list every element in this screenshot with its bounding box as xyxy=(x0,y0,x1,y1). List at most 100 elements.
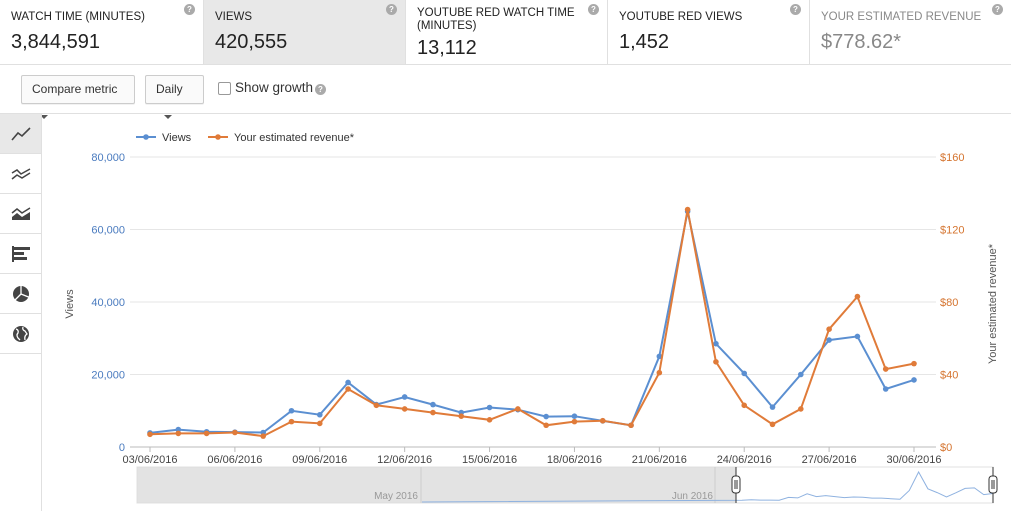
legend-item-views[interactable]: Views xyxy=(136,132,192,144)
x-tick-label: 18/06/2016 xyxy=(547,454,602,466)
navigator-handle-right[interactable] xyxy=(988,467,998,503)
data-point[interactable] xyxy=(401,406,408,412)
x-tick-label: 24/06/2016 xyxy=(717,454,772,466)
navigator-handle-left[interactable] xyxy=(731,467,741,503)
data-point[interactable] xyxy=(316,420,323,427)
data-point[interactable] xyxy=(911,360,917,367)
data-point[interactable] xyxy=(628,422,634,429)
chart-grid xyxy=(130,156,936,448)
metric-card-estimated-revenue[interactable]: YOUR ESTIMATED REVENUE $778.62* ? xyxy=(810,0,1011,64)
data-point[interactable] xyxy=(656,369,663,376)
data-point[interactable] xyxy=(882,366,889,372)
data-point[interactable] xyxy=(826,326,832,332)
data-point[interactable] xyxy=(571,418,578,425)
help-icon[interactable]: ? xyxy=(184,4,195,15)
interval-label: Daily xyxy=(156,82,183,96)
data-point[interactable] xyxy=(882,386,889,392)
stacked-area-button[interactable] xyxy=(0,194,41,234)
data-point[interactable] xyxy=(175,430,182,437)
stacked-area-icon xyxy=(11,206,30,220)
y-tick-right-label: $160 xyxy=(940,152,964,164)
data-point[interactable] xyxy=(515,406,521,412)
data-point[interactable] xyxy=(430,409,436,416)
chart-type-strip xyxy=(0,114,42,511)
data-point[interactable] xyxy=(345,386,351,392)
pie-chart-button[interactable] xyxy=(0,274,41,314)
show-growth-checkbox[interactable] xyxy=(218,82,231,95)
data-point[interactable] xyxy=(854,333,861,340)
data-point[interactable] xyxy=(684,206,691,213)
x-axis: 03/06/2016 06/06/2016 09/06/2016 12/06/2016… xyxy=(122,447,942,466)
x-tick-label: 21/06/2016 xyxy=(632,454,687,466)
range-navigator[interactable]: May 2016 Jun 2016 xyxy=(136,466,998,504)
bar-chart-button[interactable] xyxy=(0,234,41,274)
data-point[interactable] xyxy=(401,394,408,400)
show-growth-label[interactable]: Show growth xyxy=(235,80,314,95)
x-tick-label: 27/06/2016 xyxy=(802,454,857,466)
map-globe-icon xyxy=(12,325,29,342)
x-tick-label: 03/06/2016 xyxy=(122,454,177,466)
data-point[interactable] xyxy=(741,370,748,377)
help-icon[interactable]: ? xyxy=(386,4,397,15)
data-point[interactable] xyxy=(713,359,719,365)
data-point[interactable] xyxy=(741,402,748,409)
data-point[interactable] xyxy=(260,433,266,439)
data-point[interactable] xyxy=(543,422,549,429)
compare-metric-dropdown[interactable]: Compare metric xyxy=(21,75,135,119)
data-point[interactable] xyxy=(571,413,578,419)
data-point[interactable] xyxy=(316,411,323,418)
line-chart-button[interactable] xyxy=(0,114,41,154)
data-point[interactable] xyxy=(147,431,153,438)
caret-down-icon xyxy=(40,114,48,119)
multiline-chart-button[interactable] xyxy=(0,154,41,194)
help-icon[interactable]: ? xyxy=(992,4,1003,15)
bar-chart-icon xyxy=(11,245,30,262)
data-point[interactable] xyxy=(826,337,832,343)
data-point[interactable] xyxy=(232,429,238,436)
legend-item-revenue[interactable]: Your estimated revenue* xyxy=(208,132,355,144)
map-button[interactable] xyxy=(0,314,41,354)
data-point[interactable] xyxy=(458,413,465,419)
data-point[interactable] xyxy=(430,401,436,408)
navigator-sparkline xyxy=(421,470,994,503)
x-tick-label: 15/06/2016 xyxy=(462,454,517,466)
y-tick-right-label: $40 xyxy=(940,370,958,382)
data-point[interactable] xyxy=(486,404,493,411)
data-point[interactable] xyxy=(798,371,804,378)
metric-value: $778.62* xyxy=(821,31,902,53)
data-point[interactable] xyxy=(854,293,861,300)
data-point[interactable] xyxy=(486,417,493,423)
data-point[interactable] xyxy=(288,407,295,414)
metric-card-youtube-red-watch-time[interactable]: YOUTUBE RED WATCH TIME (MINUTES) 13,112 … xyxy=(406,0,608,64)
metric-card-youtube-red-views[interactable]: YOUTUBE RED VIEWS 1,452 ? xyxy=(608,0,810,64)
y-tick-right-label: $0 xyxy=(940,442,952,454)
data-point[interactable] xyxy=(769,404,776,410)
help-icon[interactable]: ? xyxy=(315,84,326,95)
pie-chart-icon xyxy=(12,285,29,302)
series-line-revenue xyxy=(149,209,915,438)
data-point[interactable] xyxy=(373,402,380,409)
caret-down-icon xyxy=(164,114,172,119)
y-tick-left-label: 60,000 xyxy=(91,225,125,237)
data-point[interactable] xyxy=(911,377,917,383)
data-point[interactable] xyxy=(345,379,351,386)
metric-label: WATCH TIME (MINUTES) xyxy=(11,11,145,23)
help-icon[interactable]: ? xyxy=(790,4,801,15)
data-point[interactable] xyxy=(288,418,295,425)
data-point[interactable] xyxy=(543,413,549,420)
data-point[interactable] xyxy=(798,406,804,412)
metric-value: 420,555 xyxy=(215,31,288,53)
help-icon[interactable]: ? xyxy=(588,4,599,15)
x-tick-label: 30/06/2016 xyxy=(886,454,941,466)
metric-card-watch-time[interactable]: WATCH TIME (MINUTES) 3,844,591 ? xyxy=(0,0,204,64)
data-point[interactable] xyxy=(203,430,210,437)
series-line-views xyxy=(149,211,915,434)
line-chart-icon xyxy=(10,126,31,141)
data-point[interactable] xyxy=(713,340,719,347)
data-point[interactable] xyxy=(599,417,606,424)
interval-dropdown[interactable]: Daily xyxy=(145,75,204,119)
metric-card-views[interactable]: VIEWS 420,555 ? xyxy=(204,0,406,64)
data-point[interactable] xyxy=(769,421,776,428)
legend-label-views: Views xyxy=(162,132,192,144)
data-point[interactable] xyxy=(656,353,663,360)
